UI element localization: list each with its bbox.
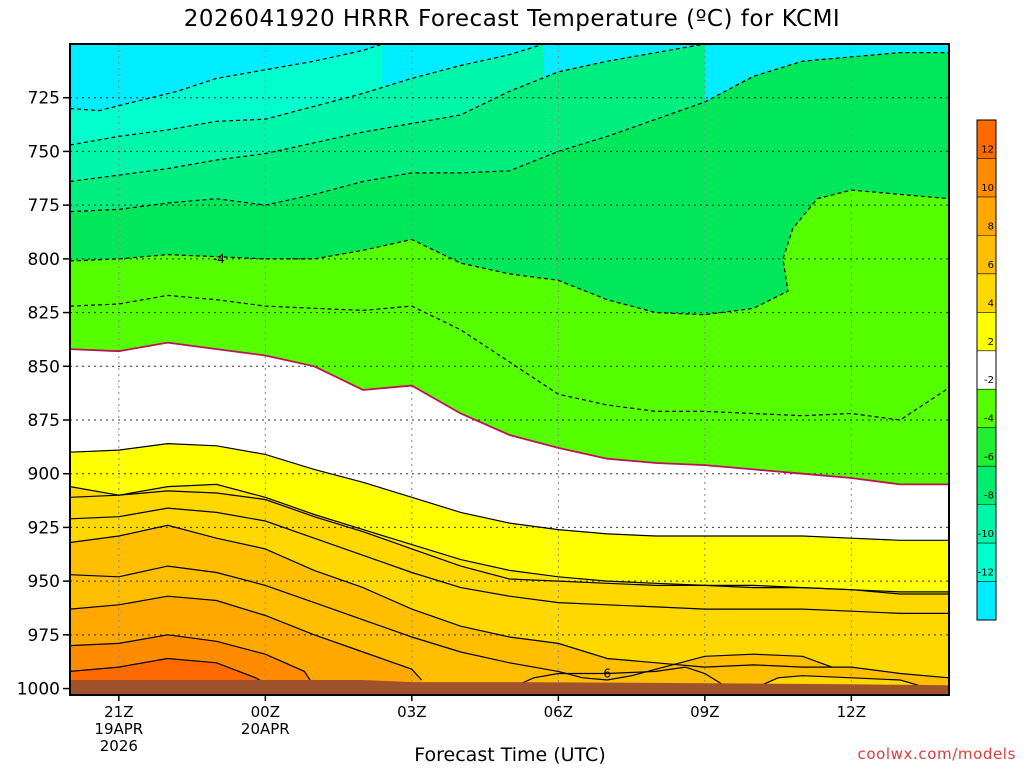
x-tick-label: 19APR xyxy=(94,720,143,738)
contour-line xyxy=(70,52,949,213)
colorbar-swatch xyxy=(977,581,996,620)
y-tick-label: 750 xyxy=(28,142,60,162)
contour-line xyxy=(70,44,705,183)
colorbar-label: -12 xyxy=(978,568,994,579)
x-tick-label: 12Z xyxy=(837,703,866,721)
colorbar-swatch xyxy=(977,427,996,467)
colorbar-swatch xyxy=(977,235,996,274)
contour-line xyxy=(70,294,949,421)
colorbar-swatch xyxy=(977,312,996,351)
colorbar-swatch xyxy=(977,466,996,505)
y-tick-label: 900 xyxy=(28,465,60,485)
contour-line xyxy=(70,657,276,690)
y-tick-label: 825 xyxy=(28,304,60,324)
y-tick-label: 725 xyxy=(28,89,60,109)
contour-line xyxy=(70,483,949,593)
colorbar-label: 2 xyxy=(988,337,994,348)
colorbar-label: -8 xyxy=(984,491,994,502)
colorbar-label: -6 xyxy=(984,452,994,463)
contour-lines xyxy=(70,44,949,690)
plot-frame xyxy=(69,43,950,696)
colorbar-swatch xyxy=(977,273,996,313)
contour-line xyxy=(70,44,383,112)
colorbar-swatch xyxy=(977,350,996,390)
contour-line xyxy=(70,341,949,486)
contour-label: -4 xyxy=(213,252,225,266)
colorbar-swatch xyxy=(977,543,996,582)
colorbar-label: 10 xyxy=(981,183,994,194)
y-tick-label: 875 xyxy=(28,411,60,431)
contour-line xyxy=(70,44,544,146)
x-tick-label: 21Z xyxy=(104,703,133,721)
x-tick-label: 2026 xyxy=(100,737,138,755)
contour-line xyxy=(70,507,949,614)
colorbar-boxes xyxy=(976,119,997,621)
x-tick-label: 03Z xyxy=(397,703,426,721)
colorbar-label: 12 xyxy=(981,144,994,155)
y-tick-label: 925 xyxy=(28,518,60,538)
colorbar-label: 6 xyxy=(988,260,994,271)
y-tick-label: 975 xyxy=(28,626,60,646)
contour-line xyxy=(509,666,730,690)
y-tick-label: 850 xyxy=(28,357,60,377)
contour-labels: -4 6 xyxy=(213,252,611,681)
colorbar-label: 4 xyxy=(988,298,994,309)
contour-line xyxy=(70,524,949,679)
y-tick-label: 800 xyxy=(28,250,60,270)
x-tick-label: 20APR xyxy=(241,720,290,738)
colorbar-swatch xyxy=(977,120,996,159)
contour-line xyxy=(70,565,833,681)
colorbar-labels: 12 10 8 6 4 2 -2 -4 -6 -8 -10 -12 xyxy=(978,144,994,578)
x-tick-label: 06Z xyxy=(544,703,573,721)
x-tick-label: 00Z xyxy=(251,703,280,721)
credit-link[interactable]: coolwx.com/models xyxy=(857,745,1016,763)
colorbar-label: -4 xyxy=(984,414,994,425)
ground-layer xyxy=(70,680,949,695)
colorbar-label: -10 xyxy=(978,529,994,540)
contour-line xyxy=(70,189,949,316)
contour-line xyxy=(70,442,949,541)
y-tick-label: 950 xyxy=(28,572,60,592)
colorbar-swatch xyxy=(977,158,996,197)
y-tick-label: 1000 xyxy=(17,680,60,700)
ground-fill xyxy=(70,680,949,695)
contour-label: 6 xyxy=(603,667,611,681)
contour-line xyxy=(70,634,315,687)
y-tick-label: 775 xyxy=(28,196,60,216)
x-tick-label: 09Z xyxy=(690,703,719,721)
contour-line xyxy=(70,595,423,681)
colorbar-label: 8 xyxy=(988,221,994,232)
chart-title: 2026041920 HRRR Forecast Temperature (ºC… xyxy=(183,6,841,32)
colorbar-swatch xyxy=(977,504,996,544)
colorbar-swatch xyxy=(977,389,996,428)
colorbar-swatch xyxy=(977,196,996,236)
colorbar-frame xyxy=(976,119,997,621)
x-axis-title: Forecast Time (UTC) xyxy=(414,744,606,766)
y-axis: 725 750 775 800 825 850 875 900 925 950 975 1000 xyxy=(17,89,70,700)
colorbar-label: -2 xyxy=(984,375,994,386)
temperature-bands xyxy=(70,44,949,695)
contour-line xyxy=(753,675,930,690)
